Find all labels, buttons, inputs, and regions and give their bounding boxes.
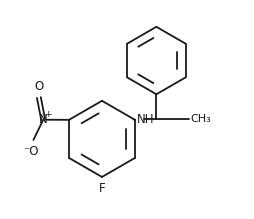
Text: CH₃: CH₃ [190,114,211,124]
Text: NH: NH [137,113,154,126]
Text: ⁻O: ⁻O [24,145,39,158]
Text: N: N [39,113,47,126]
Text: O: O [34,80,43,93]
Text: F: F [99,182,105,195]
Text: +: + [44,110,52,119]
